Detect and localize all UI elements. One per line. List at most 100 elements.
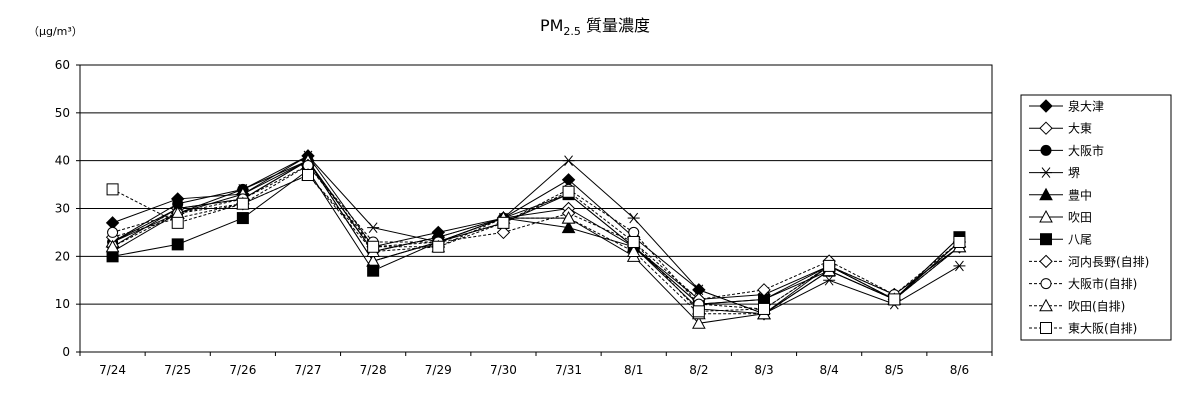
data-point-stroke [368,222,378,233]
legend-item: 大阪市(自排) [1029,276,1137,291]
legend-label: 八尾 [1068,233,1092,247]
data-point [627,235,640,248]
y-tick-label: 10 [55,297,70,311]
data-point [171,238,184,251]
legend-item: 吹田 [1029,209,1092,225]
legend-label: 泉大津 [1068,100,1104,114]
legend-label: 豊中 [1068,187,1092,202]
x-tick-label: 8/2 [689,363,708,377]
data-point [1040,278,1052,290]
data-point [171,216,184,229]
data-point-stroke [564,155,573,166]
data-point [367,240,380,253]
series-line [112,160,960,305]
legend-label: 河内長野(自排) [1068,255,1149,269]
data-point [692,284,705,296]
x-tick-label: 8/4 [819,363,838,377]
data-point [1040,167,1052,178]
series-line [112,164,960,300]
chart-title-suffix: 質量濃度 [581,16,650,35]
y-tick-label: 30 [55,202,70,216]
x-tick-label: 8/3 [754,363,773,377]
data-point [106,250,119,263]
data-point [953,235,966,248]
data-point [1039,209,1053,223]
series [106,169,966,318]
x-tick-label: 8/5 [885,363,904,377]
data-point [106,183,119,196]
chart-title-main: PM [540,16,563,35]
legend-label: 吹田 [1068,211,1092,225]
data-point [1039,298,1053,312]
y-ticks: 0 10 20 30 40 50 60 [55,58,80,359]
series-line [112,155,960,315]
legend-item: 吹田(自排) [1029,298,1125,313]
legend-item: 豊中 [1029,187,1092,202]
data-point [562,155,575,166]
data-point [562,185,575,198]
data-point [823,274,836,286]
data-point [627,212,640,224]
x-tick-label: 8/6 [950,363,969,377]
x-tick-label: 7/25 [164,363,191,377]
legend-item: 堺 [1029,166,1080,180]
data-point [823,259,836,272]
data-point-stroke [694,284,704,296]
legend-item: 八尾 [1029,233,1092,247]
x-tick-label: 7/30 [490,363,517,377]
data-point [1040,144,1052,156]
y-tick-label: 20 [55,249,70,263]
data-point [236,212,249,225]
data-point [1039,99,1053,113]
data-point [692,316,706,329]
data-point [561,211,576,224]
legend-label: 吹田(自排) [1068,299,1125,313]
data-point [1039,254,1053,269]
data-point [626,244,641,258]
legend-label: 大阪市(自排) [1068,276,1137,291]
y-tick-label: 40 [55,154,70,168]
x-tick-label: 7/28 [360,363,387,377]
data-point-stroke [629,212,639,224]
legend-item: 東大阪(自排) [1029,322,1137,336]
data-point-stroke [1041,167,1051,178]
legend-item: 河内長野(自排) [1029,254,1149,269]
legend-label: 東大阪(自排) [1068,322,1137,336]
data-point [1040,233,1052,246]
x-tick-label: 7/31 [555,363,582,377]
x-tick-label: 7/24 [99,363,126,377]
data-point [236,197,249,210]
legend-item: 泉大津 [1029,99,1104,114]
y-axis-label: （μg/m³） [28,25,83,38]
x-tick-label: 7/26 [229,363,256,377]
y-tick-label: 60 [55,58,70,72]
data-point [757,283,771,297]
data-point [953,260,966,272]
data-point [107,226,119,238]
chart-title: PM2.5 質量濃度 [540,16,650,38]
series-line [112,160,960,324]
data-point [367,264,380,277]
y-tick-label: 50 [55,106,70,120]
chart-title-sub: 2.5 [563,25,581,38]
x-tick-label: 7/27 [295,363,322,377]
legend-label: 大阪市 [1068,143,1104,158]
data-point [1039,121,1053,135]
data-point-stroke [955,260,964,272]
x-tick-label: 8/1 [624,363,643,377]
data-point [302,169,314,182]
data-point [432,240,445,253]
series-line [112,164,960,310]
legend-label: 大東 [1068,122,1092,136]
x-tick-label: 7/29 [425,363,452,377]
data-point-stroke [824,274,834,286]
data-point [628,226,640,238]
legend-item: 大東 [1029,121,1092,136]
x-ticks: 7/24 7/25 7/26 7/27 7/28 7/29 7/30 7/31 8/1 8/2 8/… [79,352,993,377]
data-point [888,293,901,306]
data-point [1040,322,1052,334]
y-tick-label: 0 [62,345,70,359]
